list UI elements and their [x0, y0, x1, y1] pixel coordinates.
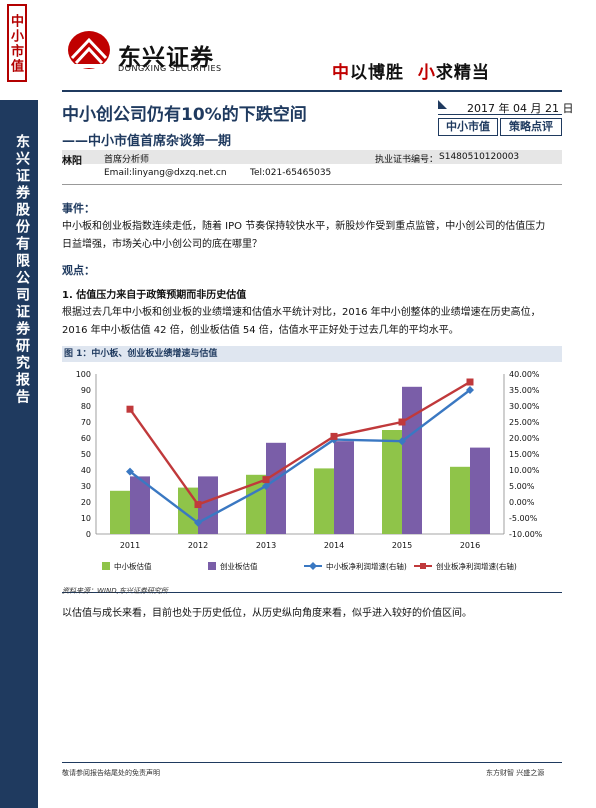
- date-rule: [438, 114, 562, 115]
- bar-0: [382, 430, 402, 534]
- y2-tick-label: -5.00%: [509, 514, 538, 523]
- y2-tick-label: 30.00%: [509, 402, 540, 411]
- line-point: [194, 518, 202, 527]
- line-series-0: [129, 389, 471, 525]
- bar-1: [266, 442, 286, 534]
- line-series-1: [129, 380, 471, 507]
- slogan-a-red: 中: [332, 63, 350, 83]
- y-tick-label: 90: [81, 386, 91, 395]
- analyst-tel: Tel:021-65465035: [250, 168, 332, 178]
- legend-swatch: [208, 562, 216, 570]
- analyst-bar: [62, 150, 562, 164]
- analyst-rule: [62, 184, 562, 185]
- figure-title: 图 1：中小板、创业板业绩增速与估值: [62, 346, 562, 362]
- point1-heading: 1. 估值压力来自于政策预期而非历史估值: [62, 290, 247, 301]
- analyst-name: 林阳: [62, 156, 82, 167]
- line-point: [466, 378, 474, 386]
- legend-marker: [309, 562, 317, 570]
- y-tick-label: 20: [81, 498, 91, 507]
- y2-tick-label: -10.00%: [509, 530, 543, 539]
- y-tick-label: 30: [81, 482, 91, 491]
- y-tick-label: 0: [86, 530, 91, 539]
- line-point: [126, 467, 134, 476]
- chart: 0 10 20 30 40 50 60 70 80 90 100 -10.00% -5.00% 0.00%…: [76, 370, 543, 571]
- analyst-role: 首席分析师: [104, 155, 150, 165]
- cert-number: S1480510120003: [439, 152, 520, 162]
- analyst-email[interactable]: Email:linyang@dxzq.net.cn: [104, 168, 227, 178]
- y2-tick-label: 20.00%: [509, 434, 540, 443]
- x-tick-label: 2014: [324, 541, 344, 550]
- x-tick-label: 2015: [392, 541, 412, 550]
- x-tick-label: 2016: [460, 541, 480, 550]
- x-tick-label: 2011: [120, 541, 140, 550]
- view-heading: 观点：: [62, 264, 95, 277]
- legend-label: 创业板估值: [220, 561, 258, 571]
- y-tick-label: 70: [81, 418, 91, 427]
- company-logo-icon: [68, 31, 110, 69]
- line-point: [262, 476, 270, 484]
- closing-text: 以估值与成长来看，目前也处于历史低位，从历史纵向角度来看，似乎进入较好的价值区间…: [62, 608, 472, 619]
- figure-source: 资料来源：WIND,东兴证券研究所: [62, 587, 168, 595]
- report-subtitle: ——中小市值首席杂谈第一期: [62, 134, 232, 149]
- cert-label: 执业证书编号：: [375, 155, 439, 165]
- y-tick-label: 40: [81, 466, 91, 475]
- sidebar-org-text: 东兴证券股份有限公司证券研究报告: [14, 134, 30, 406]
- x-tick-label: 2012: [188, 541, 208, 550]
- bar-0: [110, 490, 130, 534]
- y2-tick-label: 0.00%: [509, 498, 535, 507]
- y2-tick-label: 35.00%: [509, 386, 540, 395]
- line-point: [262, 482, 270, 490]
- bar-0: [314, 468, 334, 534]
- y-tick-label: 50: [81, 450, 91, 459]
- y-tick-label: 80: [81, 402, 91, 411]
- footer-motto: 东方财智 兴盛之源: [486, 769, 545, 777]
- legend-swatch: [102, 562, 110, 570]
- report-date: 2017 年 04 月 21 日: [467, 102, 574, 115]
- line-point: [398, 418, 406, 426]
- line-point: [126, 405, 134, 413]
- footer-rule: [62, 762, 562, 763]
- bar-0: [450, 466, 470, 534]
- legend-marker: [420, 563, 426, 569]
- logo-name: 东兴证券: [118, 45, 214, 71]
- x-tick-label: 2013: [256, 541, 276, 550]
- bar-1: [334, 441, 354, 534]
- header-rule: [62, 90, 562, 92]
- date-marker-icon: [438, 100, 447, 109]
- y2-tick-label: 40.00%: [509, 370, 540, 379]
- bar-1: [402, 386, 422, 534]
- y-tick-label: 60: [81, 434, 91, 443]
- line-point: [466, 386, 474, 394]
- event-heading: 事件：: [62, 202, 95, 215]
- bar-1: [470, 447, 490, 534]
- legend-label: 创业板净利润增速(右轴): [436, 561, 517, 571]
- y-tick-label: 100: [76, 370, 91, 379]
- line-point: [330, 432, 338, 440]
- slogan: 中以博胜 小求精当: [332, 58, 490, 83]
- y2-tick-label: 15.00%: [509, 450, 540, 459]
- logo-english: DONGXING SECURITIES: [118, 64, 222, 73]
- sidebar: [0, 100, 38, 808]
- y2-tick-label: 10.00%: [509, 466, 540, 475]
- footer-disclaimer: 敬请参阅报告结尾处的免责声明: [62, 769, 160, 777]
- slogan-b: 求精当: [435, 63, 490, 83]
- sidebar-top: 中小市值: [0, 0, 34, 96]
- y2-tick-label: 25.00%: [509, 418, 540, 427]
- figure-frame: 0 10 20 30 40 50 60 70 80 90 100 -10.00% -5.00% 0.00%…: [62, 362, 562, 593]
- legend-label: 中小板净利润增速(右轴): [326, 561, 407, 571]
- line-point: [398, 437, 406, 446]
- y2-tick-label: 5.00%: [509, 482, 535, 491]
- report-title: 中小创公司仍有10%的下跌空间: [62, 105, 307, 125]
- y-tick-label: 10: [81, 514, 91, 523]
- slogan-a: 以博胜: [350, 63, 404, 83]
- bar-1: [130, 476, 150, 534]
- tag-small-cap: 中小市值: [438, 118, 498, 136]
- legend-label: 中小板估值: [114, 561, 152, 571]
- slogan-b-red: 小: [417, 63, 436, 83]
- line-point: [194, 501, 202, 509]
- event-text: 中小板和创业板指数连续走低，随着 IPO 节奏保持较快水平，新股炒作受到重点监管…: [62, 221, 546, 250]
- tag-strategy: 策略点评: [500, 118, 562, 136]
- category-tag: 中小市值: [7, 4, 27, 82]
- point1-text: 根据过去几年中小板和创业板的业绩增速和估值水平统计对比，2016 年中小创整体的…: [62, 307, 541, 336]
